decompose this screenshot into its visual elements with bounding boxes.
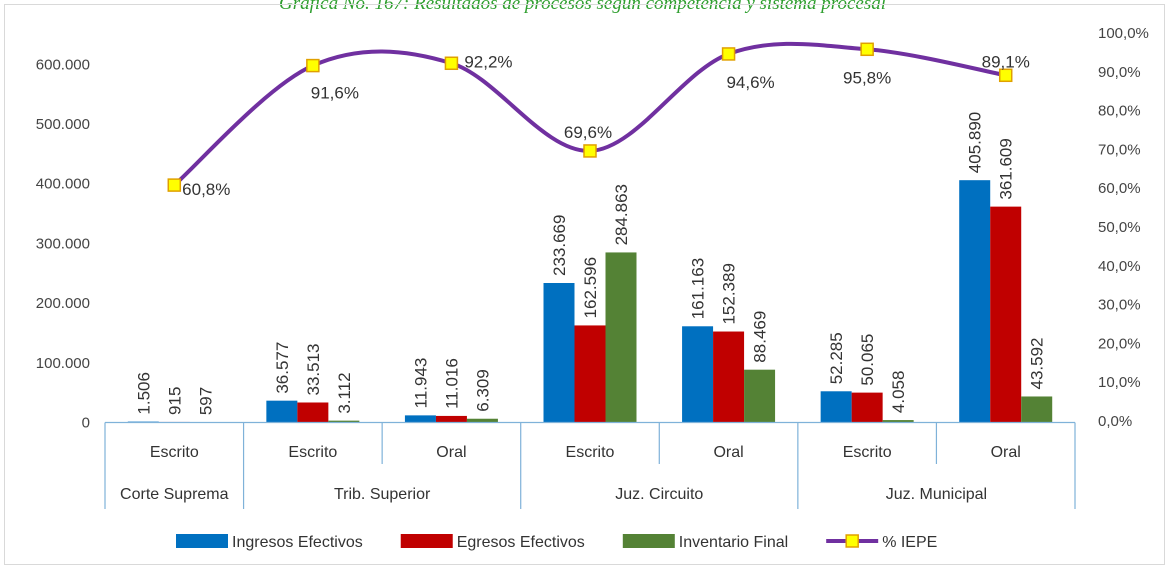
category-label: Escrito (566, 444, 615, 461)
iepe-marker (444, 56, 459, 71)
bar-inventario-final (1021, 396, 1053, 423)
bar-inventario-final (882, 420, 914, 423)
bar-data-label: 3.112 (335, 372, 354, 413)
iepe-data-label: 60,8% (182, 180, 230, 199)
bar-egresos-efectivos (297, 402, 329, 423)
bar-data-label: 405.890 (966, 112, 985, 173)
bar-data-label: 233.669 (550, 215, 569, 276)
iepe-marker (860, 42, 874, 57)
y-left-tick-label: 400.000 (36, 176, 90, 193)
chart-title: Gráfica No. 167: Resultados de procesos … (278, 0, 887, 14)
legend-swatch (400, 534, 453, 548)
group-label: Juz. Municipal (886, 486, 987, 503)
legend-label: Ingresos Efectivos (232, 534, 363, 551)
bar-egresos-efectivos (851, 392, 883, 423)
iepe-data-label: 94,6% (726, 73, 774, 92)
y-left-tick-label: 600.000 (36, 56, 90, 73)
iepe-data-label: 95,8% (843, 68, 891, 87)
group-label: Juz. Circuito (615, 486, 703, 503)
category-label: Oral (991, 444, 1021, 461)
bar-data-label: 33.513 (304, 343, 323, 395)
bar-data-label: 152.389 (720, 263, 739, 324)
y-right-tick-label: 0,0% (1098, 413, 1132, 430)
category-label: Escrito (843, 444, 892, 461)
y-left-tick-label: 200.000 (36, 295, 90, 312)
bar-inventario-final (744, 369, 776, 423)
bar-egresos-efectivos (713, 331, 745, 423)
bar-ingresos-efectivos (404, 415, 436, 423)
bar-data-label: 11.943 (411, 358, 430, 409)
bar-data-label: 597 (196, 387, 215, 415)
legend-swatch (622, 534, 675, 548)
bar-inventario-final (328, 420, 360, 423)
bar-data-label: 50.065 (858, 334, 877, 386)
bar-inventario-final (605, 252, 637, 423)
bar-data-label: 162.596 (581, 257, 600, 318)
y-right-tick-label: 60,0% (1098, 180, 1141, 197)
bar-ingresos-efectivos (682, 326, 714, 423)
iepe-data-label: 89,1% (982, 52, 1030, 71)
bar-data-label: 361.609 (997, 138, 1016, 199)
legend-label: % IEPE (882, 534, 937, 551)
y-right-tick-label: 10,0% (1098, 374, 1141, 391)
iepe-data-label: 91,6% (311, 84, 359, 103)
category-label: Escrito (150, 444, 199, 461)
y-right-tick-label: 20,0% (1098, 335, 1141, 352)
bar-data-label: 161.163 (689, 258, 708, 319)
iepe-marker (167, 178, 182, 192)
iepe-marker (721, 47, 736, 61)
legend-marker (845, 534, 859, 548)
bar-inventario-final (466, 418, 498, 423)
y-right-tick-label: 90,0% (1098, 64, 1141, 81)
category-label: Oral (713, 444, 743, 461)
bar-data-label: 11.016 (442, 358, 461, 409)
legend-label: Inventario Final (679, 534, 788, 551)
bar-data-label: 6.309 (473, 369, 492, 412)
y-right-tick-label: 50,0% (1098, 219, 1141, 236)
bar-data-label: 1.506 (134, 372, 153, 415)
group-label: Trib. Superior (334, 486, 431, 503)
bar-egresos-efectivos (990, 206, 1022, 423)
y-left-tick-label: 0 (82, 415, 90, 432)
y-right-tick-label: 70,0% (1098, 141, 1141, 158)
iepe-data-label: 92,2% (464, 52, 512, 71)
legend-label: Egresos Efectivos (457, 534, 585, 551)
bar-ingresos-efectivos (543, 282, 575, 423)
bar-data-label: 88.469 (751, 311, 770, 363)
bar-egresos-efectivos (435, 415, 467, 423)
y-left-tick-label: 300.000 (36, 235, 90, 252)
category-label: Oral (436, 444, 466, 461)
bar-ingresos-efectivos (266, 400, 298, 423)
iepe-data-label: 69,6% (564, 123, 612, 142)
bar-data-label: 36.577 (273, 342, 292, 394)
group-label: Corte Suprema (120, 486, 229, 503)
iepe-marker (306, 58, 320, 73)
y-right-tick-label: 30,0% (1098, 297, 1141, 314)
bar-data-label: 4.058 (889, 371, 908, 414)
bar-data-label: 43.592 (1028, 337, 1047, 389)
y-left-tick-label: 100.000 (36, 355, 90, 372)
iepe-marker (583, 144, 597, 158)
bar-egresos-efectivos (574, 325, 606, 423)
category-label: Escrito (288, 444, 337, 461)
bar-ingresos-efectivos (820, 391, 852, 423)
iepe-marker (998, 68, 1013, 83)
iepe-line (172, 41, 1007, 187)
y-left-tick-label: 500.000 (36, 116, 90, 133)
y-right-tick-label: 40,0% (1098, 258, 1141, 275)
y-right-tick-label: 100,0% (1098, 25, 1149, 42)
bar-data-label: 915 (165, 387, 184, 415)
bar-data-label: 52.285 (827, 332, 846, 384)
bar-ingresos-efectivos (959, 180, 991, 423)
y-right-tick-label: 80,0% (1098, 103, 1141, 120)
legend-swatch (176, 534, 228, 548)
bar-data-label: 284.863 (612, 184, 631, 245)
